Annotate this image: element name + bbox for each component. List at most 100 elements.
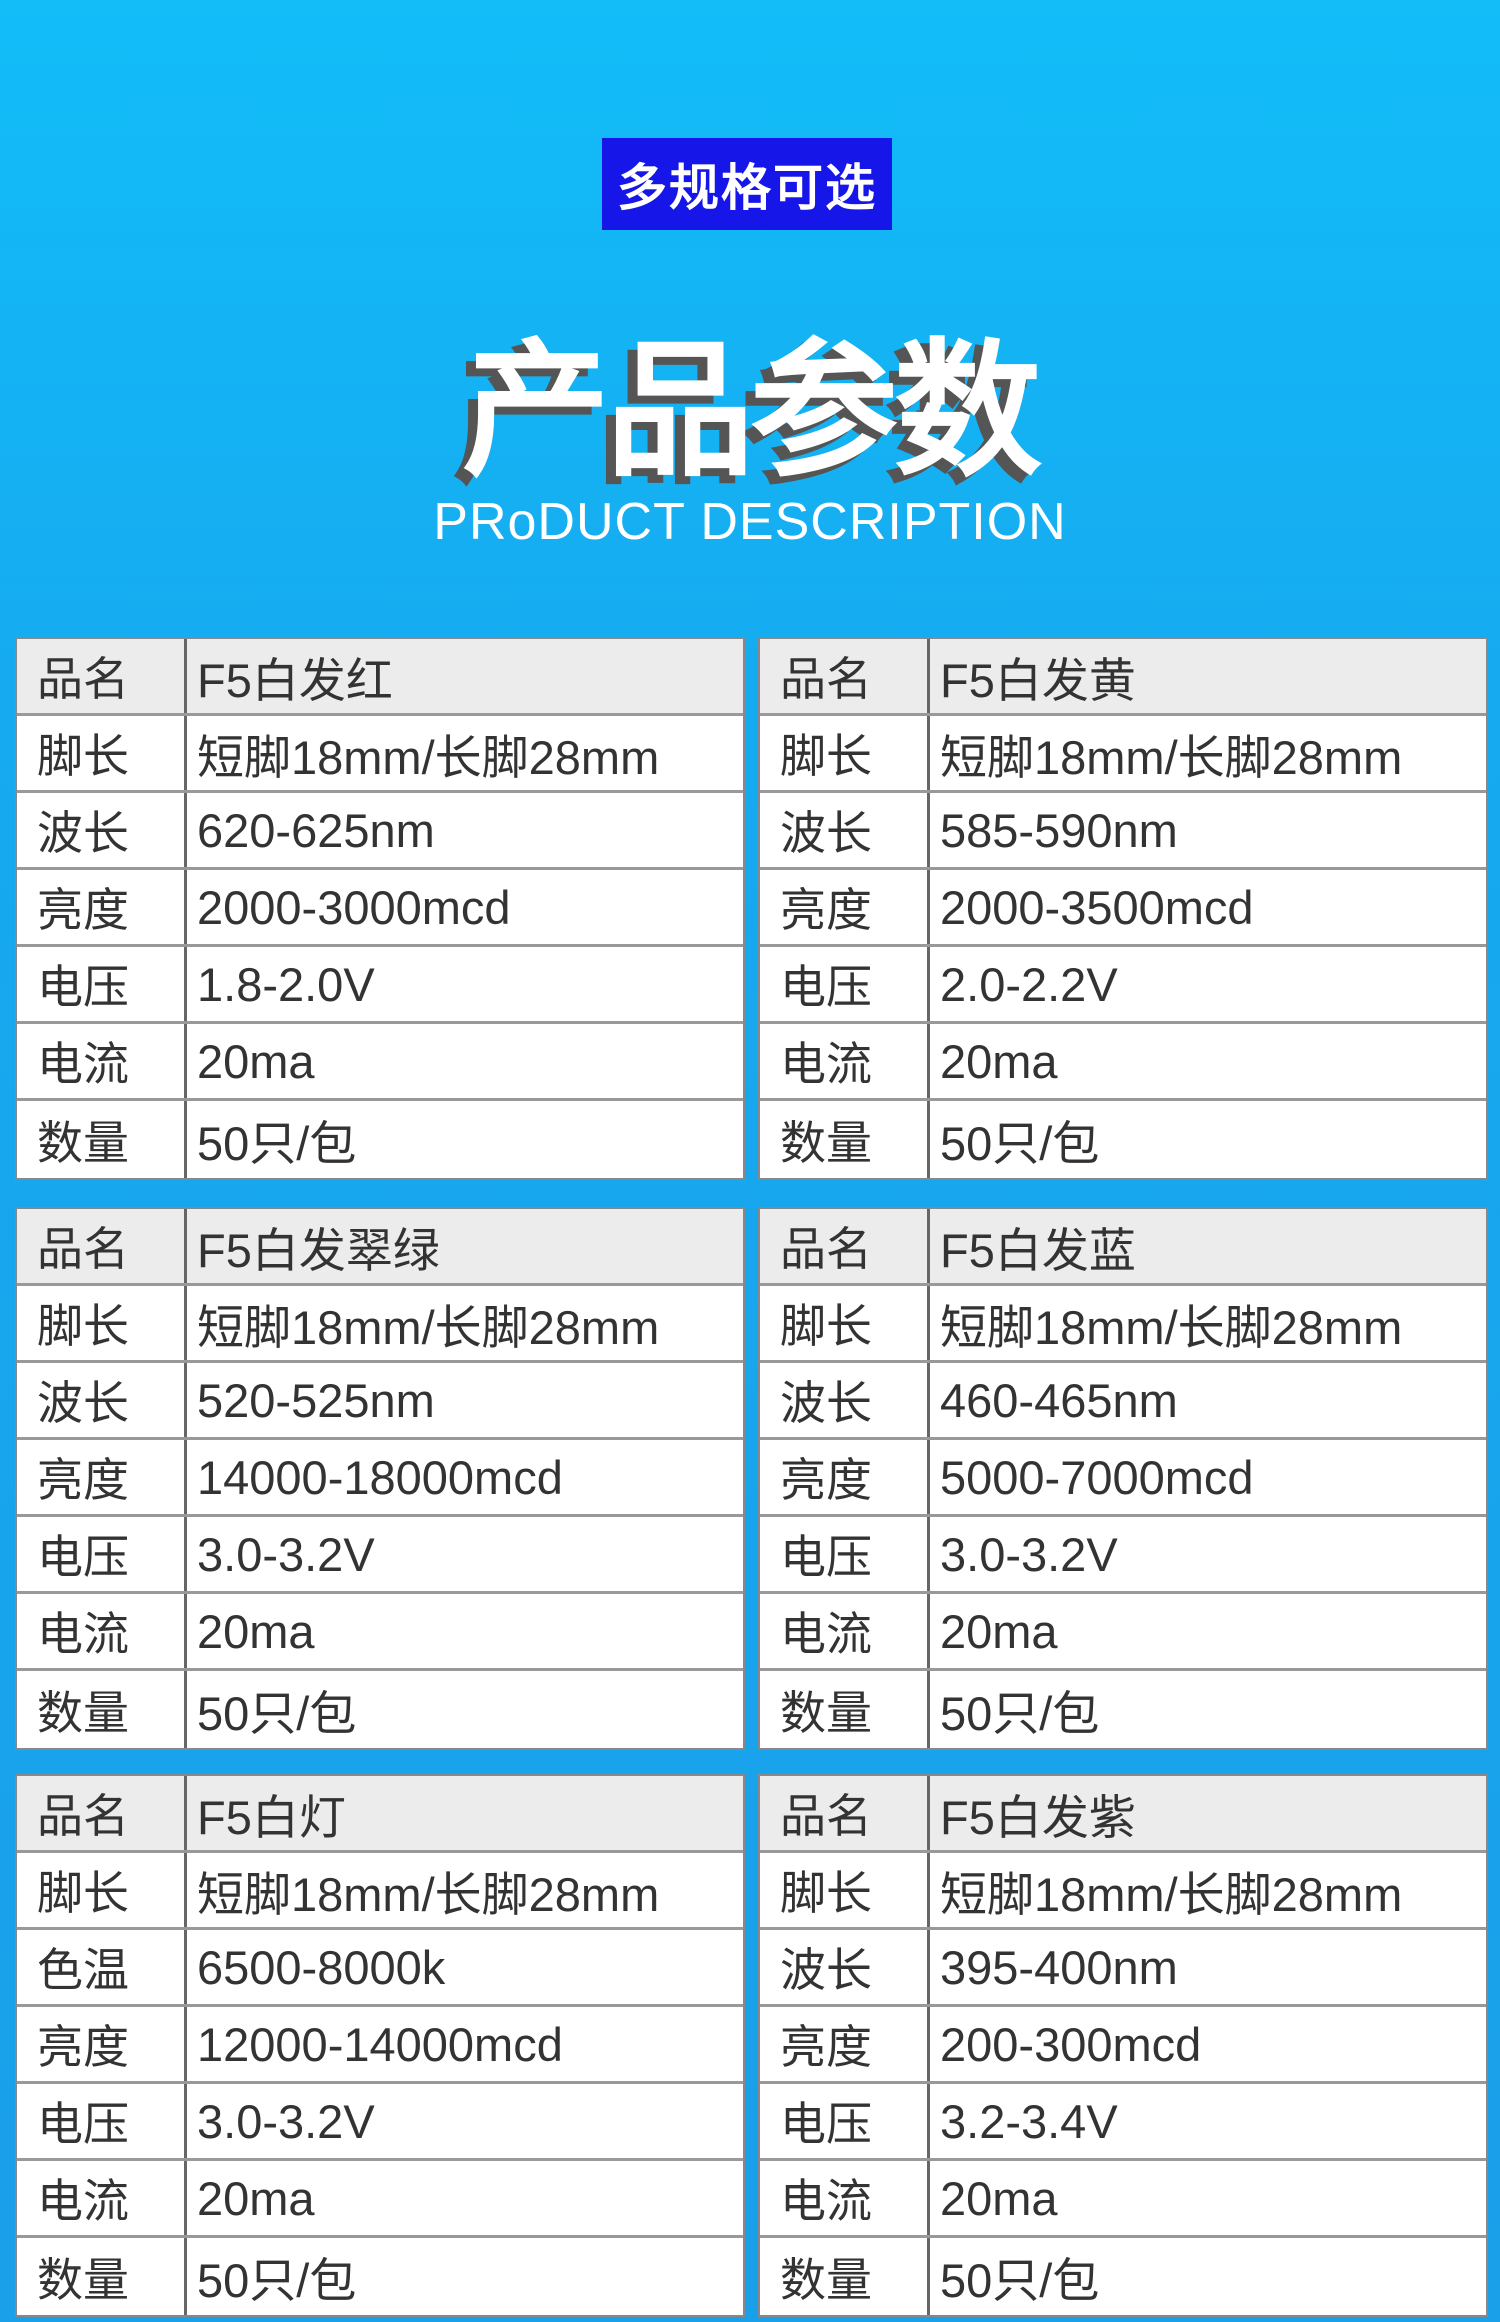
- row-label: 品名: [760, 1209, 930, 1283]
- row-value: 3.2-3.4V: [940, 2094, 1118, 2148]
- table-row: 品名 F5白发翠绿: [17, 1209, 743, 1286]
- row-label: 电压: [760, 2084, 930, 2158]
- row-label: 脚长: [760, 716, 930, 790]
- row-value: 20ma: [197, 2171, 315, 2225]
- row-value: 短脚18mm/长脚28mm: [197, 1300, 660, 1354]
- row-value: 3.0-3.2V: [940, 1527, 1118, 1581]
- table-row: 品名 F5白灯: [17, 1776, 743, 1853]
- row-label: 品名: [17, 1209, 187, 1283]
- table-row: 电压 2.0-2.2V: [760, 947, 1486, 1024]
- row-label: 电流: [17, 1594, 187, 1668]
- row-label: 品名: [17, 639, 187, 713]
- table-row: 波长 585-590nm: [760, 793, 1486, 870]
- row-label: 波长: [17, 793, 187, 867]
- row-label: 数量: [760, 2238, 930, 2315]
- table-row: 电流 20ma: [17, 1594, 743, 1671]
- row-value: 50只/包: [197, 1687, 357, 1740]
- row-label: 波长: [760, 793, 930, 867]
- row-value: 20ma: [940, 1604, 1058, 1658]
- row-label: 数量: [17, 1101, 187, 1178]
- row-value: 50只/包: [940, 2254, 1100, 2307]
- spec-table: 品名 F5白发黄 脚长 短脚18mm/长脚28mm 波长 585-590nm 亮度 2000-…: [758, 637, 1488, 1180]
- table-row: 脚长 短脚18mm/长脚28mm: [760, 1286, 1486, 1363]
- row-label: 亮度: [17, 1440, 187, 1514]
- table-row: 数量 50只/包: [17, 1671, 743, 1748]
- table-row: 亮度 2000-3000mcd: [17, 870, 743, 947]
- page-subtitle: PRoDUCT DESCRIPTION: [433, 493, 1067, 551]
- row-value: 12000-14000mcd: [197, 2017, 563, 2071]
- page-title: 产品参数: [462, 325, 1042, 497]
- row-value: 短脚18mm/长脚28mm: [940, 1867, 1403, 1921]
- row-label: 数量: [760, 1101, 930, 1178]
- table-row: 品名 F5白发黄: [760, 639, 1486, 716]
- row-label: 品名: [760, 1776, 930, 1850]
- row-value: 50只/包: [197, 2254, 357, 2307]
- table-row: 亮度 12000-14000mcd: [17, 2007, 743, 2084]
- row-value: 2000-3000mcd: [197, 880, 511, 934]
- row-label: 亮度: [760, 870, 930, 944]
- row-value: 3.0-3.2V: [197, 1527, 375, 1581]
- table-row: 数量 50只/包: [17, 2238, 743, 2315]
- row-value: 6500-8000k: [197, 1940, 446, 1994]
- row-label: 脚长: [760, 1286, 930, 1360]
- table-row: 电压 3.0-3.2V: [760, 1517, 1486, 1594]
- row-label: 亮度: [17, 870, 187, 944]
- row-label: 电压: [17, 2084, 187, 2158]
- table-row: 波长 460-465nm: [760, 1363, 1486, 1440]
- row-label: 亮度: [17, 2007, 187, 2081]
- table-row: 数量 50只/包: [760, 1101, 1486, 1178]
- row-label: 波长: [17, 1363, 187, 1437]
- table-row: 亮度 200-300mcd: [760, 2007, 1486, 2084]
- table-row: 电流 20ma: [760, 1594, 1486, 1671]
- table-row: 电流 20ma: [17, 1024, 743, 1101]
- spec-table: 品名 F5白发红 脚长 短脚18mm/长脚28mm 波长 620-625nm 亮度 2000-…: [15, 637, 745, 1180]
- table-row: 电压 3.0-3.2V: [17, 1517, 743, 1594]
- row-value: 3.0-3.2V: [197, 2094, 375, 2148]
- table-row: 电流 20ma: [760, 1024, 1486, 1101]
- row-label: 数量: [17, 2238, 187, 2315]
- row-value: 50只/包: [940, 1687, 1100, 1740]
- multi-spec-badge: 多规格可选: [602, 138, 892, 230]
- table-row: 脚长 短脚18mm/长脚28mm: [17, 1286, 743, 1363]
- table-row: 脚长 短脚18mm/长脚28mm: [760, 716, 1486, 793]
- spec-table: 品名 F5白发蓝 脚长 短脚18mm/长脚28mm 波长 460-465nm 亮度 5000-…: [758, 1207, 1488, 1750]
- row-label: 电压: [760, 947, 930, 1021]
- table-row: 电压 1.8-2.0V: [17, 947, 743, 1024]
- row-label: 品名: [760, 639, 930, 713]
- row-label: 电流: [760, 1024, 930, 1098]
- row-value: F5白发黄: [940, 653, 1136, 707]
- row-label: 电压: [17, 1517, 187, 1591]
- row-label: 亮度: [760, 2007, 930, 2081]
- table-row: 数量 50只/包: [760, 1671, 1486, 1748]
- row-value: F5白发翠绿: [197, 1223, 440, 1277]
- row-value: 短脚18mm/长脚28mm: [940, 1300, 1403, 1354]
- row-label: 脚长: [17, 716, 187, 790]
- row-label: 色温: [17, 1930, 187, 2004]
- row-label: 电压: [17, 947, 187, 1021]
- row-value: 20ma: [197, 1034, 315, 1088]
- table-row: 电压 3.2-3.4V: [760, 2084, 1486, 2161]
- row-value: 1.8-2.0V: [197, 957, 375, 1011]
- row-value: 14000-18000mcd: [197, 1450, 563, 1504]
- spec-table: 品名 F5白灯 脚长 短脚18mm/长脚28mm 色温 6500-8000k 亮度 12000…: [15, 1774, 745, 2317]
- row-value: 50只/包: [197, 1117, 357, 1170]
- table-row: 脚长 短脚18mm/长脚28mm: [760, 1853, 1486, 1930]
- row-label: 亮度: [760, 1440, 930, 1514]
- row-value: 520-525nm: [197, 1373, 435, 1427]
- row-label: 电流: [17, 2161, 187, 2235]
- table-row: 亮度 2000-3500mcd: [760, 870, 1486, 947]
- table-row: 波长 520-525nm: [17, 1363, 743, 1440]
- table-row: 电压 3.0-3.2V: [17, 2084, 743, 2161]
- row-value: 460-465nm: [940, 1373, 1178, 1427]
- row-value: F5白发红: [197, 653, 393, 707]
- table-row: 脚长 短脚18mm/长脚28mm: [17, 1853, 743, 1930]
- row-label: 脚长: [17, 1286, 187, 1360]
- row-label: 数量: [17, 1671, 187, 1748]
- row-label: 电流: [760, 2161, 930, 2235]
- row-value: F5白灯: [197, 1790, 346, 1844]
- row-value: 5000-7000mcd: [940, 1450, 1254, 1504]
- spec-table: 品名 F5白发翠绿 脚长 短脚18mm/长脚28mm 波长 520-525nm 亮度 1400…: [15, 1207, 745, 1750]
- row-value: 200-300mcd: [940, 2017, 1202, 2071]
- table-row: 电流 20ma: [17, 2161, 743, 2238]
- row-value: 395-400nm: [940, 1940, 1178, 1994]
